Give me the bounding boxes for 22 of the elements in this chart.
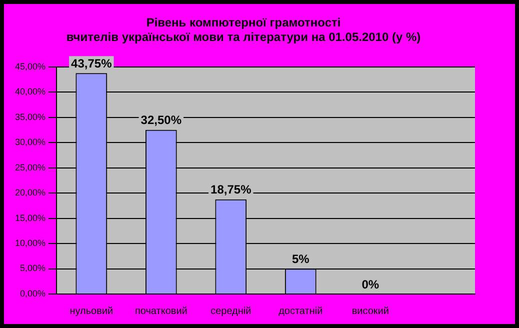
data-label: 32,50%: [140, 113, 182, 128]
y-tick-label: 20,00%: [14, 188, 46, 198]
y-tick-label: 15,00%: [14, 212, 46, 223]
data-label: 43,75%: [71, 56, 112, 70]
y-tick-label: 5,00%: [20, 263, 46, 274]
y-tick-label: 30,00%: [14, 137, 46, 148]
y-tick-label: 0,00%: [20, 288, 46, 298]
x-tick-label: початковий: [134, 306, 188, 317]
x-tick-label: високий: [352, 306, 389, 317]
y-tick-label: 35,00%: [14, 112, 46, 122]
y-tick-label: 10,00%: [14, 238, 46, 248]
text: вчителів української мови та літератури на 01.05.2010 (у %): [66, 30, 421, 44]
y-tick-label: 40,00%: [14, 86, 46, 97]
x-tick-label: нульовий: [70, 306, 114, 317]
x-tick-label: середній: [210, 306, 252, 317]
data-label: 5%: [292, 252, 310, 266]
x-tick-label: достатній: [278, 306, 323, 317]
data-label: 0%: [362, 277, 380, 292]
y-tick-label: 45,00%: [14, 61, 46, 72]
y-tick-label: 25,00%: [14, 162, 46, 172]
data-label: 18,75%: [210, 182, 252, 197]
text: Рівень компютерної грамотності: [146, 16, 341, 30]
